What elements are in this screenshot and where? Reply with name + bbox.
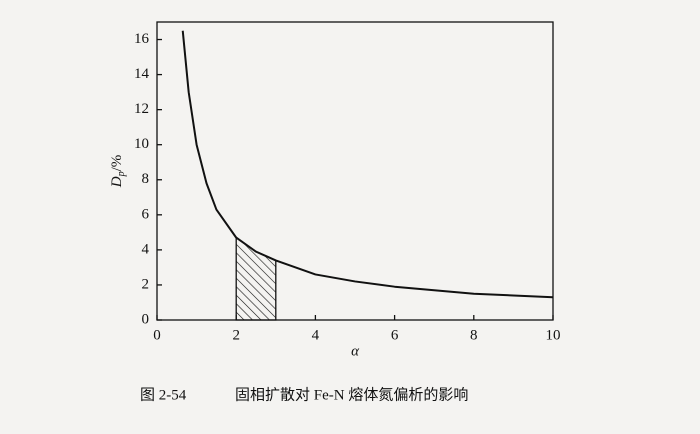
plot-frame [156,21,554,321]
caption: 固相扩散对 Fe-N 熔体氮偏析的影响 [235,386,468,403]
x-tick-label: 6 [391,327,399,343]
x-tick-label: 10 [546,327,561,343]
highlight-region [235,236,277,321]
y-tick-label: 6 [142,206,150,222]
y-tick-label: 16 [134,31,150,47]
y-tick-label: 4 [142,241,150,257]
y-tick-label: 12 [134,101,149,117]
data-line [181,30,554,299]
caption-number: 图 2-54 [140,386,187,403]
y-tick-label: 0 [142,311,150,327]
y-tick-label: 14 [134,66,150,82]
x-tick-label: 8 [470,327,478,343]
x-tick-label: 0 [153,327,161,343]
y-tick-label: 10 [134,136,149,152]
x-tick-label: 2 [232,327,240,343]
y-tick-label: 2 [142,276,150,292]
x-axis-label: α [351,343,360,359]
x-tick-label: 4 [312,327,320,343]
y-tick-label: 8 [142,171,150,187]
y-axis-label: Dp/% [109,155,127,189]
